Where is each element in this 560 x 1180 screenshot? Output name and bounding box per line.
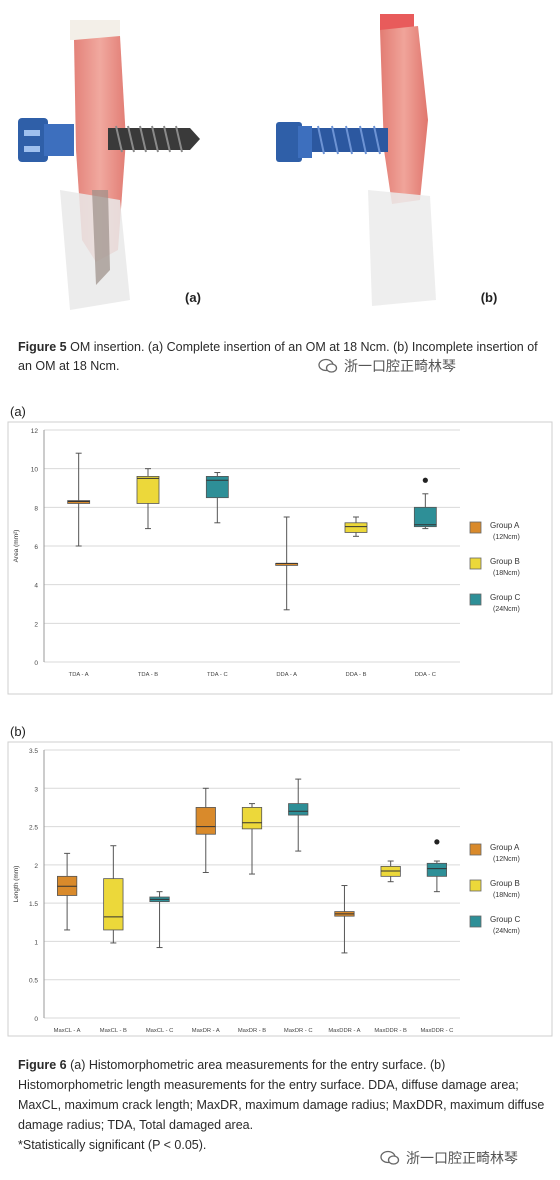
figure5-caption-title: Figure 5 (18, 340, 67, 354)
box-iqr (426, 862, 447, 877)
figure5-label-a: (a) (185, 290, 201, 305)
box-outlier (422, 477, 428, 483)
y-tick-label: 12 (31, 428, 39, 435)
box-iqr (288, 803, 309, 816)
box-iqr (241, 807, 263, 830)
y-tick-label: 0.5 (29, 978, 38, 985)
watermark-text: 浙一口腔正畸林琴 (406, 1150, 518, 1166)
y-tick-label: 0 (34, 660, 38, 667)
y-tick-label: 3.5 (29, 748, 38, 755)
x-tick-label: DDA - A (276, 672, 297, 678)
y-tick-label: 2.5 (29, 825, 38, 832)
legend-sublabel: (18Ncm) (493, 892, 520, 899)
figure5-caption-text: OM insertion. (a) Complete insertion of … (18, 340, 538, 373)
y-tick-label: 10 (31, 467, 39, 474)
x-tick-label: MaxCL - B (100, 1028, 127, 1034)
box-iqr (136, 476, 160, 504)
legend-label: Group B (490, 557, 520, 566)
x-tick-label: MaxCL - C (146, 1028, 173, 1034)
figure6a-chart: (a) 0 2 4 6 8 10 12 Area (mm²) TDA - A TDA - B TDA … (7, 404, 553, 695)
figure5-photo: (a) (b) (0, 0, 560, 322)
x-tick-label: MaxCL - A (54, 1028, 81, 1034)
legend-sublabel: (18Ncm) (493, 570, 520, 577)
legend-swatch (469, 879, 482, 892)
wechat-icon (318, 358, 338, 373)
figure6b-chart: (b) 0 0.5 1 1.5 2 2.5 3 3.5 Length (mm) MaxCL - A M… (7, 724, 553, 1037)
y-tick-label: 0 (34, 1016, 38, 1023)
figure5-label-b: (b) (481, 290, 498, 305)
legend-sublabel: (24Ncm) (493, 928, 520, 935)
legend-label: Group B (490, 879, 520, 888)
y-axis-label: Length (mm) (13, 866, 20, 903)
x-tick-label: MaxDR - C (284, 1028, 313, 1034)
chart-panel-label: (b) (10, 724, 26, 739)
figure6-caption-note: *Statistically significant (P < 0.05). (18, 1138, 207, 1152)
x-tick-label: TDA - C (207, 672, 228, 678)
x-tick-label: MaxDR - A (192, 1028, 220, 1034)
legend-label: Group C (490, 593, 520, 602)
y-tick-label: 3 (34, 786, 38, 793)
chart-frame (7, 741, 553, 1037)
legend-swatch (469, 557, 482, 570)
x-tick-label: DDA - B (346, 672, 367, 678)
specimen-b: (b) (276, 14, 497, 306)
x-tick-label: TDA - A (69, 672, 89, 678)
watermark-bottom: 浙一口腔正畸林琴 (380, 1148, 518, 1168)
y-tick-label: 2 (34, 621, 38, 628)
legend-swatch (469, 843, 482, 856)
figure6-caption-text: (a) Histomorphometric area measurements … (18, 1058, 545, 1132)
y-axis-label: Area (mm²) (13, 530, 20, 563)
x-tick-label: MaxDDR - B (374, 1028, 407, 1034)
x-tick-label: MaxDR - B (238, 1028, 266, 1034)
box-iqr (205, 476, 229, 499)
x-tick-label: TDA - B (138, 672, 158, 678)
box-outlier (434, 839, 440, 845)
legend-label: Group A (490, 521, 520, 530)
chart-frame (7, 421, 553, 695)
box-iqr (344, 522, 368, 533)
figure6-caption-title: Figure 6 (18, 1058, 67, 1072)
legend-sublabel: (24Ncm) (493, 606, 520, 613)
y-tick-label: 4 (34, 583, 38, 590)
legend-swatch (469, 521, 482, 534)
legend-label: Group C (490, 915, 520, 924)
specimen-a: (a) (18, 20, 201, 310)
wechat-icon (380, 1150, 400, 1165)
y-tick-label: 2 (34, 863, 38, 870)
chart-panel-label: (a) (10, 404, 26, 419)
y-tick-label: 1 (34, 939, 38, 946)
box-iqr (413, 506, 437, 528)
legend-swatch (469, 593, 482, 606)
y-tick-label: 6 (34, 544, 38, 551)
box-iqr (195, 807, 216, 835)
watermark-text: 浙一口腔正畸林琴 (344, 358, 456, 374)
x-tick-label: MaxDDR - A (328, 1028, 360, 1034)
box-iqr (103, 878, 124, 931)
legend-swatch (469, 915, 482, 928)
x-tick-label: DDA - C (415, 672, 436, 678)
y-tick-label: 1.5 (29, 901, 38, 908)
y-tick-label: 8 (34, 505, 38, 512)
x-tick-label: MaxDDR - C (420, 1028, 453, 1034)
legend-label: Group A (490, 843, 520, 852)
legend-sublabel: (12Ncm) (493, 856, 520, 863)
figure5-caption: Figure 5 OM insertion. (a) Complete inse… (18, 338, 548, 376)
legend-sublabel: (12Ncm) (493, 534, 520, 541)
figure6-caption: Figure 6 (a) Histomorphometric area meas… (18, 1055, 548, 1155)
watermark-top: 浙一口腔正畸林琴 (318, 356, 456, 376)
